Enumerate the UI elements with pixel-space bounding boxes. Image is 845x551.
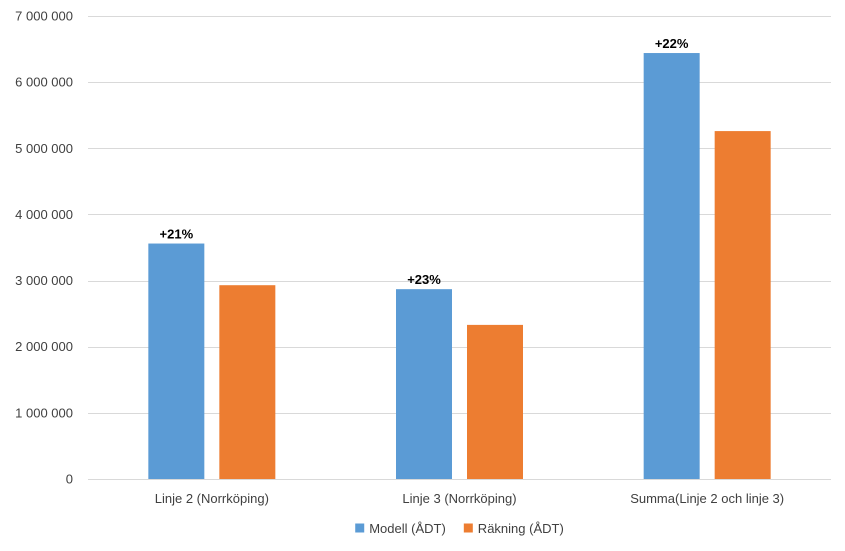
bar-rakning <box>714 131 771 480</box>
bar-rakning <box>467 324 523 479</box>
legend-label: Modell (ÅDT) <box>369 521 446 536</box>
data-label: +21% <box>160 227 194 242</box>
bar-rakning <box>219 285 276 479</box>
bar-modell <box>396 289 452 479</box>
bar-modell <box>643 53 700 479</box>
data-label: +22% <box>655 36 689 51</box>
y-tick-label: 1 000 000 <box>15 405 73 420</box>
y-tick-label: 0 <box>66 472 73 487</box>
y-tick-label: 4 000 000 <box>15 207 73 222</box>
y-axis: 0 1 000 000 2 000 000 3 000 000 4 000 000 5 0… <box>15 9 73 487</box>
legend: Modell (ÅDT) Räkning (ÅDT) <box>355 521 564 536</box>
legend-swatch <box>355 523 365 533</box>
bar-modell <box>148 243 205 479</box>
y-tick-label: 6 000 000 <box>15 75 73 90</box>
y-tick-label: 3 000 000 <box>15 273 73 288</box>
y-tick-label: 2 000 000 <box>15 339 73 354</box>
y-tick-label: 7 000 000 <box>15 9 73 24</box>
legend-label: Räkning (ÅDT) <box>478 521 564 536</box>
bars <box>148 53 771 480</box>
legend-item: Räkning (ÅDT) <box>463 521 564 536</box>
x-tick-label: Summa(Linje 2 och linje 3) <box>630 491 784 506</box>
x-tick-label: Linje 3 (Norrköping) <box>402 491 516 506</box>
gridlines <box>88 16 831 480</box>
y-tick-label: 5 000 000 <box>15 141 73 156</box>
x-tick-label: Linje 2 (Norrköping) <box>155 491 269 506</box>
x-axis: Linje 2 (Norrköping) Linje 3 (Norrköping)… <box>155 491 784 506</box>
legend-item: Modell (ÅDT) <box>355 521 446 536</box>
legend-swatch <box>463 523 473 533</box>
data-labels: +21% +23% +22% <box>160 36 689 287</box>
data-label: +23% <box>407 272 441 287</box>
